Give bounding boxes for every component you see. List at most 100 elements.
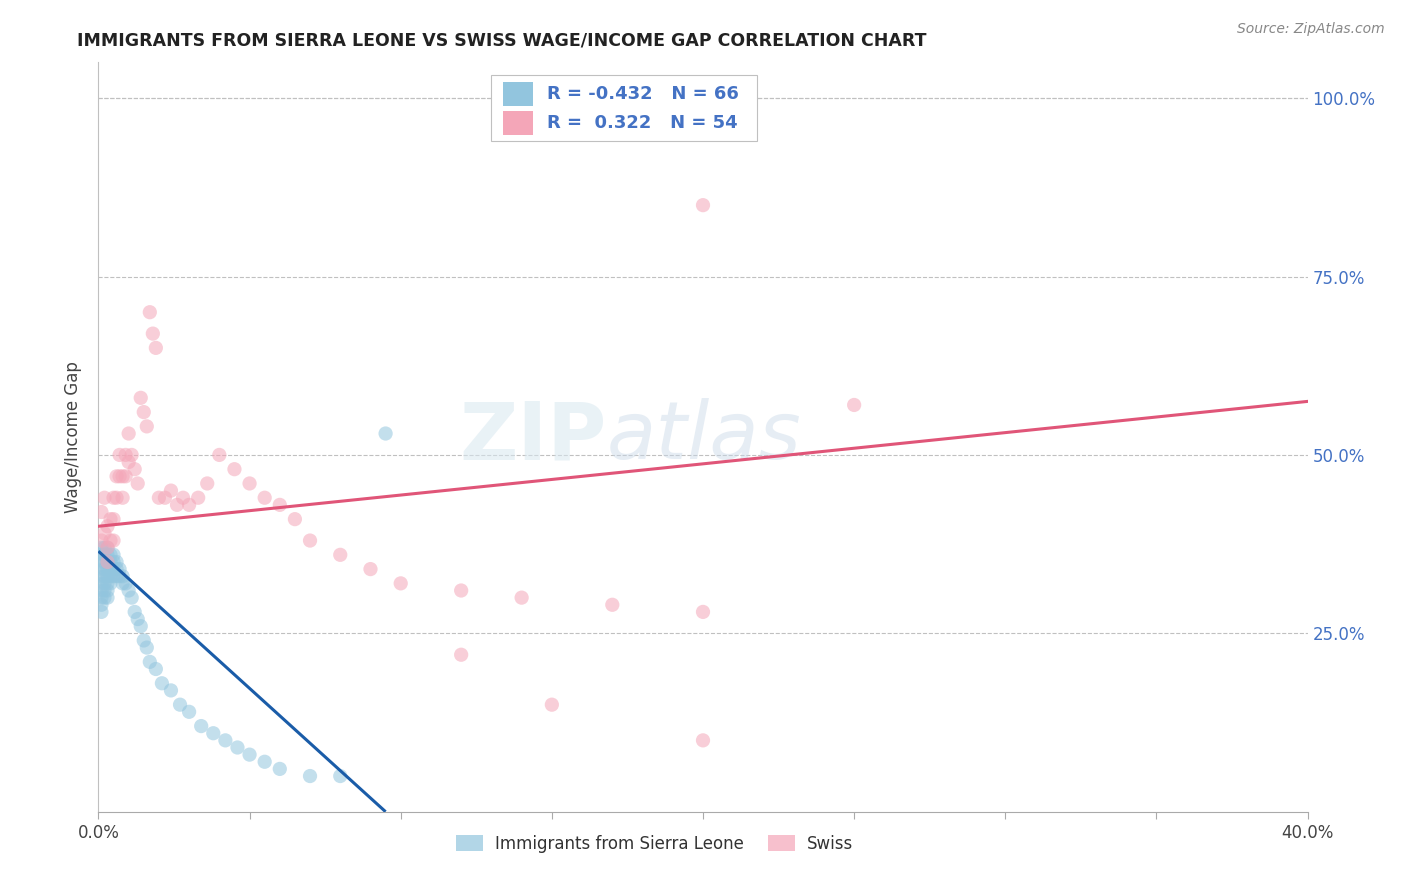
Point	[284, 512, 307, 526]
Point	[329, 769, 352, 783]
Point	[169, 698, 191, 712]
Point	[100, 576, 122, 591]
Point	[124, 462, 146, 476]
FancyBboxPatch shape	[492, 75, 758, 141]
Point	[93, 583, 115, 598]
Point	[90, 598, 112, 612]
Point	[226, 740, 249, 755]
Point	[118, 426, 141, 441]
Point	[100, 548, 122, 562]
Point	[844, 398, 866, 412]
Text: ZIP: ZIP	[458, 398, 606, 476]
Point	[108, 562, 131, 576]
Point	[108, 469, 131, 483]
Point	[100, 512, 122, 526]
Point	[208, 448, 231, 462]
Text: Source: ZipAtlas.com: Source: ZipAtlas.com	[1237, 22, 1385, 37]
Point	[90, 576, 112, 591]
Point	[114, 576, 136, 591]
Point	[239, 476, 262, 491]
Point	[105, 555, 128, 569]
Point	[299, 533, 322, 548]
Point	[93, 491, 115, 505]
Point	[93, 591, 115, 605]
Point	[100, 562, 122, 576]
Point	[90, 533, 112, 548]
Point	[145, 662, 167, 676]
Point	[127, 612, 149, 626]
Point	[121, 448, 143, 462]
Point	[105, 469, 128, 483]
Legend: Immigrants from Sierra Leone, Swiss: Immigrants from Sierra Leone, Swiss	[450, 829, 859, 860]
Point	[329, 548, 352, 562]
Text: IMMIGRANTS FROM SIERRA LEONE VS SWISS WAGE/INCOME GAP CORRELATION CHART: IMMIGRANTS FROM SIERRA LEONE VS SWISS WA…	[77, 31, 927, 49]
Point	[135, 640, 157, 655]
Point	[150, 676, 173, 690]
Point	[111, 569, 134, 583]
Point	[103, 533, 125, 548]
Point	[360, 562, 382, 576]
Point	[127, 476, 149, 491]
Point	[90, 569, 112, 583]
Point	[103, 512, 125, 526]
Point	[118, 455, 141, 469]
Point	[108, 569, 131, 583]
Point	[90, 505, 112, 519]
Point	[269, 762, 291, 776]
Point	[103, 555, 125, 569]
Point	[145, 341, 167, 355]
Point	[214, 733, 236, 747]
Point	[450, 583, 472, 598]
Point	[187, 491, 209, 505]
Point	[374, 426, 396, 441]
Point	[139, 305, 162, 319]
Point	[90, 541, 112, 555]
Point	[114, 448, 136, 462]
Point	[90, 555, 112, 569]
Point	[111, 469, 134, 483]
Text: R = -0.432   N = 66: R = -0.432 N = 66	[547, 85, 740, 103]
Point	[118, 583, 141, 598]
Point	[253, 755, 276, 769]
Point	[132, 405, 155, 419]
Point	[96, 562, 118, 576]
Point	[190, 719, 212, 733]
Point	[93, 555, 115, 569]
Point	[103, 562, 125, 576]
Point	[148, 491, 170, 505]
Point	[111, 491, 134, 505]
Point	[96, 555, 118, 569]
Point	[93, 562, 115, 576]
Point	[389, 576, 412, 591]
Point	[96, 583, 118, 598]
Point	[114, 469, 136, 483]
Point	[602, 598, 624, 612]
Point	[132, 633, 155, 648]
Point	[450, 648, 472, 662]
Point	[692, 733, 714, 747]
Point	[93, 548, 115, 562]
Point	[103, 569, 125, 583]
Point	[93, 576, 115, 591]
Point	[103, 491, 125, 505]
Point	[96, 569, 118, 583]
Point	[103, 548, 125, 562]
Point	[100, 533, 122, 548]
Text: atlas: atlas	[606, 398, 801, 476]
Point	[90, 591, 112, 605]
Point	[105, 491, 128, 505]
Point	[139, 655, 162, 669]
Point	[540, 698, 562, 712]
Point	[510, 591, 533, 605]
Point	[96, 576, 118, 591]
Point	[195, 476, 218, 491]
Point	[269, 498, 291, 512]
Point	[90, 562, 112, 576]
Point	[129, 391, 152, 405]
Point	[692, 198, 714, 212]
Point	[692, 605, 714, 619]
Point	[100, 555, 122, 569]
Point	[172, 491, 194, 505]
Point	[299, 769, 322, 783]
Point	[96, 541, 118, 555]
